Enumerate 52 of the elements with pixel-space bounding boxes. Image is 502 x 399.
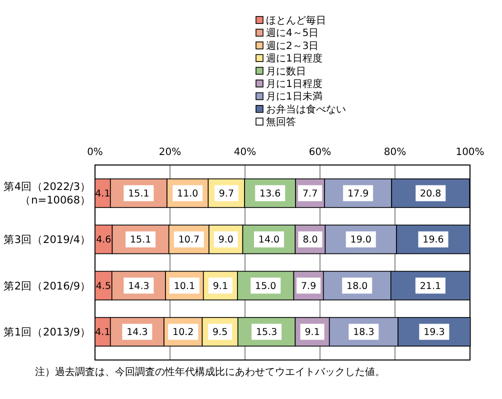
data-label: 4.1 (95, 188, 110, 200)
x-tick-label: 60% (308, 147, 332, 158)
x-tick-label: 80% (384, 147, 406, 158)
data-label: 18.3 (353, 327, 374, 338)
data-label: 9.5 (212, 327, 228, 338)
legend-label: 月に1日程度 (266, 78, 322, 90)
legend-label: 週に1日程度 (266, 52, 322, 65)
data-label: 13.6 (260, 188, 281, 200)
data-label: 9.0 (218, 234, 234, 246)
data-label: 15.1 (128, 188, 150, 200)
data-label: 14.0 (258, 234, 280, 246)
data-label: 14.3 (126, 327, 148, 338)
data-label: 7.7 (302, 188, 318, 200)
y-tick-label: 第4回（2022/3）（n=10068） (3, 180, 91, 207)
x-tick-label: 20% (158, 147, 182, 158)
y-tick-label: 第2回（2016/9） (3, 280, 91, 292)
data-label: 19.3 (424, 327, 445, 338)
data-label: 15.3 (256, 327, 278, 338)
data-label: 4.6 (96, 234, 112, 246)
legend-label: お弁当は食べない (266, 103, 346, 116)
data-label: 15.1 (130, 234, 152, 246)
data-label: 9.1 (304, 327, 320, 338)
data-label: 18.0 (346, 280, 368, 292)
data-label: 20.8 (420, 188, 442, 200)
x-tick-label: 40% (234, 147, 256, 158)
data-label: 19.0 (350, 234, 372, 246)
data-label: 4.5 (96, 280, 111, 292)
legend-label: 月に1日未満 (266, 90, 322, 103)
x-tick-label: 100% (456, 147, 484, 158)
data-label: 9.7 (218, 188, 234, 200)
data-label: 17.9 (347, 188, 369, 200)
data-label: 4.1 (95, 327, 110, 338)
data-label: 21.1 (420, 280, 442, 292)
data-label: 9.1 (212, 280, 228, 292)
data-label: 7.9 (301, 280, 316, 292)
legend-label: 週に4～5日 (266, 28, 319, 40)
data-label: 14.3 (128, 280, 150, 292)
legend-label: 月に数日 (266, 66, 306, 78)
data-label: 10.2 (172, 327, 194, 338)
data-label: 11.0 (177, 188, 198, 200)
data-label: 15.0 (255, 280, 276, 292)
y-tick-label: 第1回（2013/9） (3, 326, 91, 338)
data-label: 8.0 (302, 234, 318, 246)
x-tick-label: 0% (87, 147, 103, 158)
data-label: 19.6 (422, 234, 444, 246)
data-label: 10.1 (174, 280, 196, 292)
legend-label: 週に2～3日 (266, 40, 319, 52)
text: 注）過去調査は、今回調査の性年代構成比にあわせてウエイトバックした値。 (35, 366, 385, 378)
data-label: 10.7 (178, 234, 200, 246)
legend-label: 無回答 (266, 116, 296, 128)
legend-label: ほとんど毎日 (266, 14, 326, 26)
y-tick-label: 第3回（2019/4） (3, 234, 91, 246)
